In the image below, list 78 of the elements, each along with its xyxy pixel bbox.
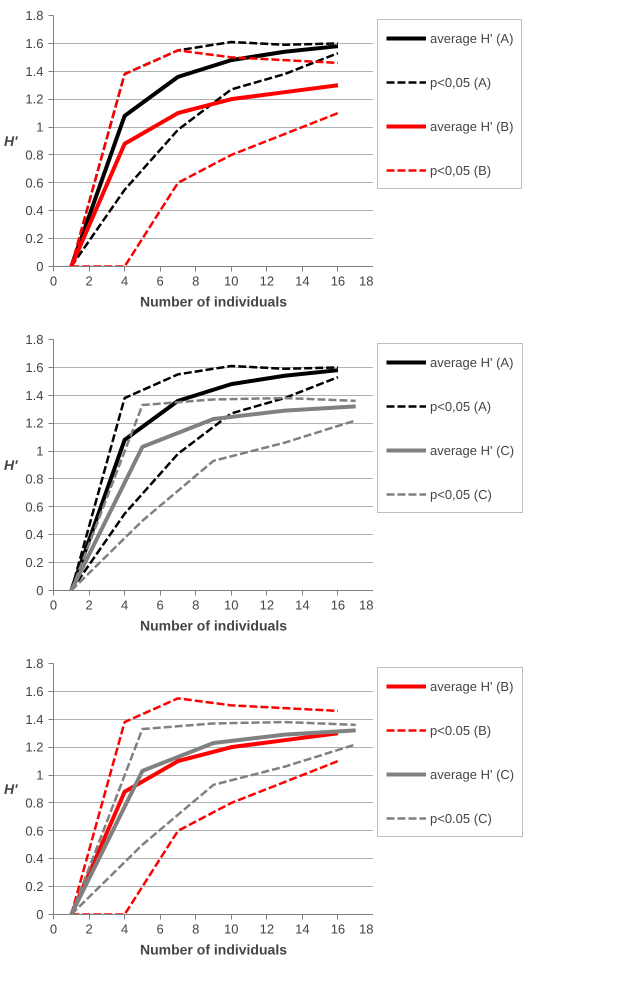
y-tick-label: 1.8 — [25, 332, 44, 347]
y-tick-label: 0 — [36, 907, 44, 922]
legend-label: average H' (A) — [430, 30, 514, 46]
x-tick-label: 18 — [359, 274, 374, 288]
x-axis-title: Number of individuals — [140, 618, 288, 634]
x-tick-label: 14 — [295, 274, 310, 288]
y-tick-label: 1 — [36, 444, 44, 459]
legend-label: average H' (B) — [430, 118, 514, 134]
y-tick-label: 1.8 — [25, 656, 44, 671]
y-tick-label: 0.6 — [25, 175, 44, 190]
x-tick-label: 18 — [359, 922, 374, 936]
y-tick-label: 0.2 — [25, 231, 44, 246]
x-tick-label: 12 — [260, 922, 274, 936]
y-tick-label: 1.4 — [25, 712, 44, 727]
x-tick-label: 2 — [85, 598, 93, 612]
x-axis-title: Number of individuals — [140, 942, 288, 958]
y-tick-label: 0.6 — [25, 823, 44, 838]
x-tick-label: 16 — [330, 274, 346, 288]
y-tick-label: 0 — [36, 259, 44, 274]
x-tick-label: 10 — [224, 922, 239, 936]
y-tick-label: 0.4 — [25, 527, 44, 542]
x-tick-label: 0 — [50, 922, 58, 936]
x-tick-label: 16 — [330, 922, 346, 936]
x-tick-label: 4 — [120, 274, 128, 288]
y-tick-label: 1 — [36, 120, 44, 135]
x-tick-label: 8 — [192, 274, 200, 288]
x-tick-label: 0 — [50, 274, 58, 288]
y-axis-title: H' — [4, 133, 18, 149]
y-tick-label: 0.4 — [25, 851, 44, 866]
x-tick-label: 16 — [330, 598, 346, 612]
legend-label: p<0.05 (B) — [430, 722, 492, 738]
y-axis-title: H' — [4, 781, 18, 797]
x-tick-label: 18 — [359, 598, 374, 612]
x-tick-label: 14 — [295, 598, 310, 612]
y-tick-label: 0.2 — [25, 555, 44, 570]
y-tick-label: 0.4 — [25, 203, 44, 218]
x-tick-label: 10 — [224, 274, 239, 288]
x-tick-label: 6 — [156, 598, 164, 612]
y-tick-label: 0.8 — [25, 147, 44, 162]
x-tick-label: 4 — [120, 598, 128, 612]
x-tick-label: 6 — [156, 922, 164, 936]
x-tick-label: 2 — [85, 922, 93, 936]
x-tick-label: 12 — [260, 598, 274, 612]
legend-label: average H' (C) — [430, 442, 514, 458]
x-axis-title: Number of individuals — [140, 294, 288, 310]
y-tick-label: 1.4 — [25, 64, 44, 79]
y-tick-label: 1.2 — [25, 740, 44, 755]
legend-label: p<0.05 (C) — [430, 810, 492, 826]
x-tick-label: 2 — [85, 274, 93, 288]
x-tick-label: 4 — [120, 922, 128, 936]
y-tick-label: 0.2 — [25, 879, 44, 894]
y-tick-label: 0.8 — [25, 795, 44, 810]
legend-label: p<0,05 (A) — [430, 398, 492, 414]
y-tick-label: 0.8 — [25, 471, 44, 486]
y-tick-label: 0 — [36, 583, 44, 598]
y-tick-label: 1.4 — [25, 388, 44, 403]
legend-label: average H' (B) — [430, 678, 514, 694]
x-tick-label: 12 — [260, 274, 274, 288]
y-axis-title: H' — [4, 457, 18, 473]
legend-label: p<0,05 (C) — [430, 486, 492, 502]
y-tick-label: 1.8 — [25, 8, 44, 23]
x-tick-label: 6 — [156, 274, 164, 288]
y-tick-label: 0.6 — [25, 499, 44, 514]
y-tick-label: 1.6 — [25, 36, 44, 51]
x-tick-label: 8 — [192, 922, 200, 936]
y-tick-label: 1.6 — [25, 360, 44, 375]
x-tick-label: 0 — [50, 598, 58, 612]
x-tick-label: 14 — [295, 922, 310, 936]
legend-label: average H' (C) — [430, 766, 514, 782]
legend-label: p<0,05 (A) — [430, 74, 492, 90]
legend-label: p<0,05 (B) — [430, 162, 492, 178]
y-tick-label: 1 — [36, 768, 44, 783]
y-tick-label: 1.2 — [25, 416, 44, 431]
y-tick-label: 1.6 — [25, 684, 44, 699]
legend-label: average H' (A) — [430, 354, 514, 370]
x-tick-label: 8 — [192, 598, 200, 612]
x-tick-label: 10 — [224, 598, 239, 612]
y-tick-label: 1.2 — [25, 92, 44, 107]
